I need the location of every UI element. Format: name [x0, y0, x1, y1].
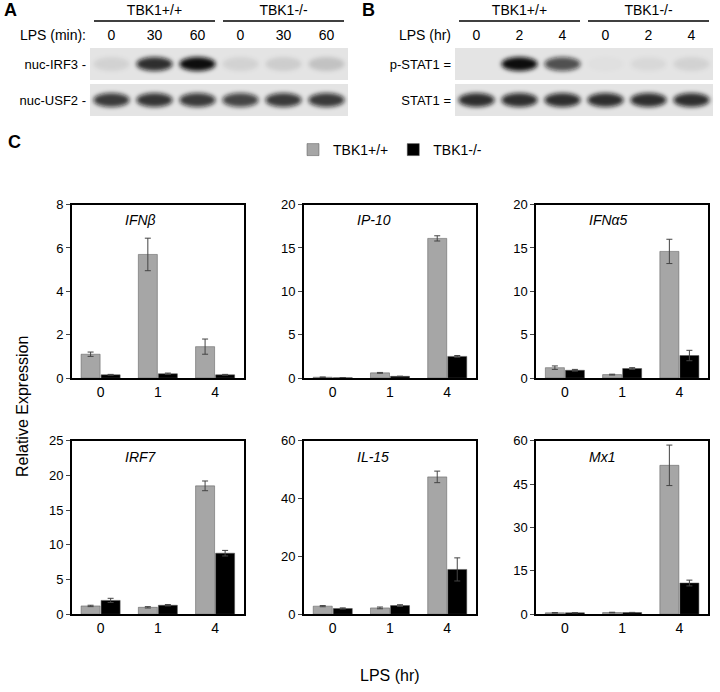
- svg-text:10: 10: [281, 284, 295, 299]
- svg-text:6: 6: [56, 240, 63, 255]
- svg-text:IP-10: IP-10: [357, 212, 391, 228]
- svg-text:10: 10: [513, 284, 527, 299]
- svg-text:25: 25: [49, 433, 63, 448]
- svg-text:C: C: [8, 132, 21, 152]
- svg-text:1: 1: [154, 384, 162, 400]
- svg-text:TBK1-/-: TBK1-/-: [433, 142, 482, 158]
- svg-text:20: 20: [49, 468, 63, 483]
- svg-text:TBK1+/+: TBK1+/+: [127, 2, 182, 18]
- svg-text:LPS (min):: LPS (min):: [20, 27, 86, 43]
- svg-text:TBK1+/+: TBK1+/+: [492, 2, 547, 18]
- svg-text:4: 4: [675, 620, 683, 636]
- svg-text:0: 0: [473, 27, 481, 43]
- svg-text:8: 8: [56, 197, 63, 212]
- svg-text:IRF7: IRF7: [125, 449, 157, 465]
- svg-text:TBK1+/+: TBK1+/+: [333, 142, 388, 158]
- svg-text:4: 4: [443, 384, 451, 400]
- svg-text:60: 60: [319, 27, 335, 43]
- svg-text:0: 0: [329, 620, 337, 636]
- svg-text:IFNα5: IFNα5: [589, 212, 628, 228]
- svg-text:4: 4: [443, 620, 451, 636]
- svg-text:45: 45: [513, 477, 527, 492]
- svg-text:0: 0: [56, 607, 63, 622]
- svg-text:60: 60: [190, 27, 206, 43]
- svg-text:60: 60: [513, 433, 527, 448]
- svg-text:2: 2: [56, 327, 63, 342]
- svg-text:5: 5: [56, 572, 63, 587]
- svg-text:4: 4: [56, 284, 63, 299]
- svg-text:10: 10: [49, 537, 63, 552]
- svg-text:1: 1: [618, 384, 626, 400]
- svg-text:1: 1: [386, 620, 394, 636]
- svg-text:2: 2: [645, 27, 653, 43]
- svg-text:0: 0: [288, 371, 295, 386]
- svg-text:nuc-USF2 -: nuc-USF2 -: [20, 93, 86, 108]
- svg-text:4: 4: [675, 384, 683, 400]
- svg-text:30: 30: [513, 520, 527, 535]
- svg-text:STAT1 =: STAT1 =: [401, 93, 451, 108]
- svg-text:LPS (hr): LPS (hr): [360, 667, 420, 684]
- svg-text:4: 4: [211, 384, 219, 400]
- svg-text:0: 0: [520, 607, 527, 622]
- svg-text:1: 1: [618, 620, 626, 636]
- svg-text:15: 15: [49, 503, 63, 518]
- svg-text:15: 15: [513, 240, 527, 255]
- svg-text:IFNβ: IFNβ: [125, 212, 156, 228]
- svg-text:LPS (hr): LPS (hr): [399, 27, 451, 43]
- svg-text:0: 0: [561, 384, 569, 400]
- svg-text:0: 0: [520, 371, 527, 386]
- svg-text:TBK1-/-: TBK1-/-: [624, 2, 673, 18]
- svg-text:30: 30: [276, 27, 292, 43]
- svg-text:20: 20: [281, 197, 295, 212]
- svg-text:B: B: [362, 0, 375, 20]
- svg-text:0: 0: [237, 27, 245, 43]
- svg-text:0: 0: [288, 607, 295, 622]
- svg-text:p-STAT1 =: p-STAT1 =: [390, 57, 451, 72]
- svg-text:0: 0: [108, 27, 116, 43]
- svg-text:1: 1: [154, 620, 162, 636]
- svg-text:40: 40: [281, 491, 295, 506]
- svg-text:20: 20: [513, 197, 527, 212]
- svg-text:0: 0: [97, 620, 105, 636]
- svg-text:15: 15: [281, 240, 295, 255]
- svg-text:5: 5: [520, 327, 527, 342]
- svg-text:0: 0: [561, 620, 569, 636]
- svg-text:4: 4: [559, 27, 567, 43]
- svg-text:TBK1-/-: TBK1-/-: [259, 2, 308, 18]
- svg-text:A: A: [4, 0, 17, 20]
- svg-text:60: 60: [281, 433, 295, 448]
- svg-text:20: 20: [281, 549, 295, 564]
- svg-text:0: 0: [97, 384, 105, 400]
- svg-text:0: 0: [602, 27, 610, 43]
- svg-text:1: 1: [386, 384, 394, 400]
- svg-text:Relative Expression: Relative Expression: [14, 336, 31, 477]
- svg-text:4: 4: [211, 620, 219, 636]
- svg-text:0: 0: [329, 384, 337, 400]
- svg-text:IL-15: IL-15: [357, 449, 389, 465]
- svg-text:15: 15: [513, 563, 527, 578]
- svg-text:2: 2: [516, 27, 524, 43]
- svg-text:5: 5: [288, 327, 295, 342]
- svg-text:30: 30: [147, 27, 163, 43]
- svg-text:4: 4: [688, 27, 696, 43]
- svg-text:0: 0: [56, 371, 63, 386]
- svg-text:nuc-IRF3 -: nuc-IRF3 -: [25, 57, 86, 72]
- svg-text:Mx1: Mx1: [589, 449, 615, 465]
